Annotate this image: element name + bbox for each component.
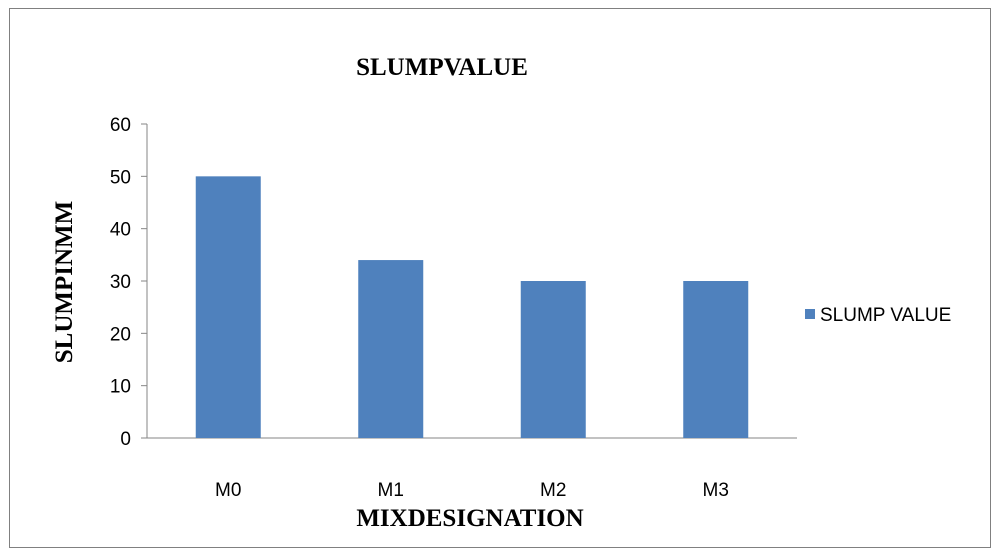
legend-label-slump-value: SLUMP VALUE — [820, 305, 951, 326]
legend: SLUMP VALUE — [805, 305, 951, 326]
bar-m3 — [683, 281, 749, 438]
x-tick-label: M3 — [703, 480, 729, 501]
y-tick-label: 40 — [110, 220, 131, 241]
y-tick-label: 60 — [110, 115, 131, 136]
chart-frame — [9, 8, 991, 548]
bar-m0 — [195, 176, 261, 439]
chart-title: SLUMPVALUE — [356, 54, 528, 81]
x-tick-label: M0 — [215, 480, 241, 501]
bar-m2 — [520, 281, 586, 438]
y-tick-label: 20 — [110, 324, 131, 345]
bar-m1 — [358, 260, 424, 438]
x-axis-title: MIXDESIGNATION — [356, 505, 583, 531]
bars — [195, 176, 749, 439]
y-tick-label: 30 — [110, 272, 131, 293]
x-axis-ticks: M0 M1 M2 M3 — [215, 480, 729, 501]
y-tick-label: 0 — [120, 429, 131, 450]
y-axis-title: SLUMPINMM — [51, 201, 78, 363]
y-tick-label: 10 — [110, 377, 131, 398]
bar-chart: SLUMPVALUE SLUMPINMM MIXDESIGNATION 0 10 2… — [51, 54, 951, 531]
x-tick-label: M2 — [540, 480, 566, 501]
legend-swatch — [805, 309, 815, 319]
x-tick-label: M1 — [378, 480, 404, 501]
y-tick-label: 50 — [110, 167, 131, 188]
y-axis-ticks: 0 10 20 30 40 50 60 — [110, 115, 147, 450]
